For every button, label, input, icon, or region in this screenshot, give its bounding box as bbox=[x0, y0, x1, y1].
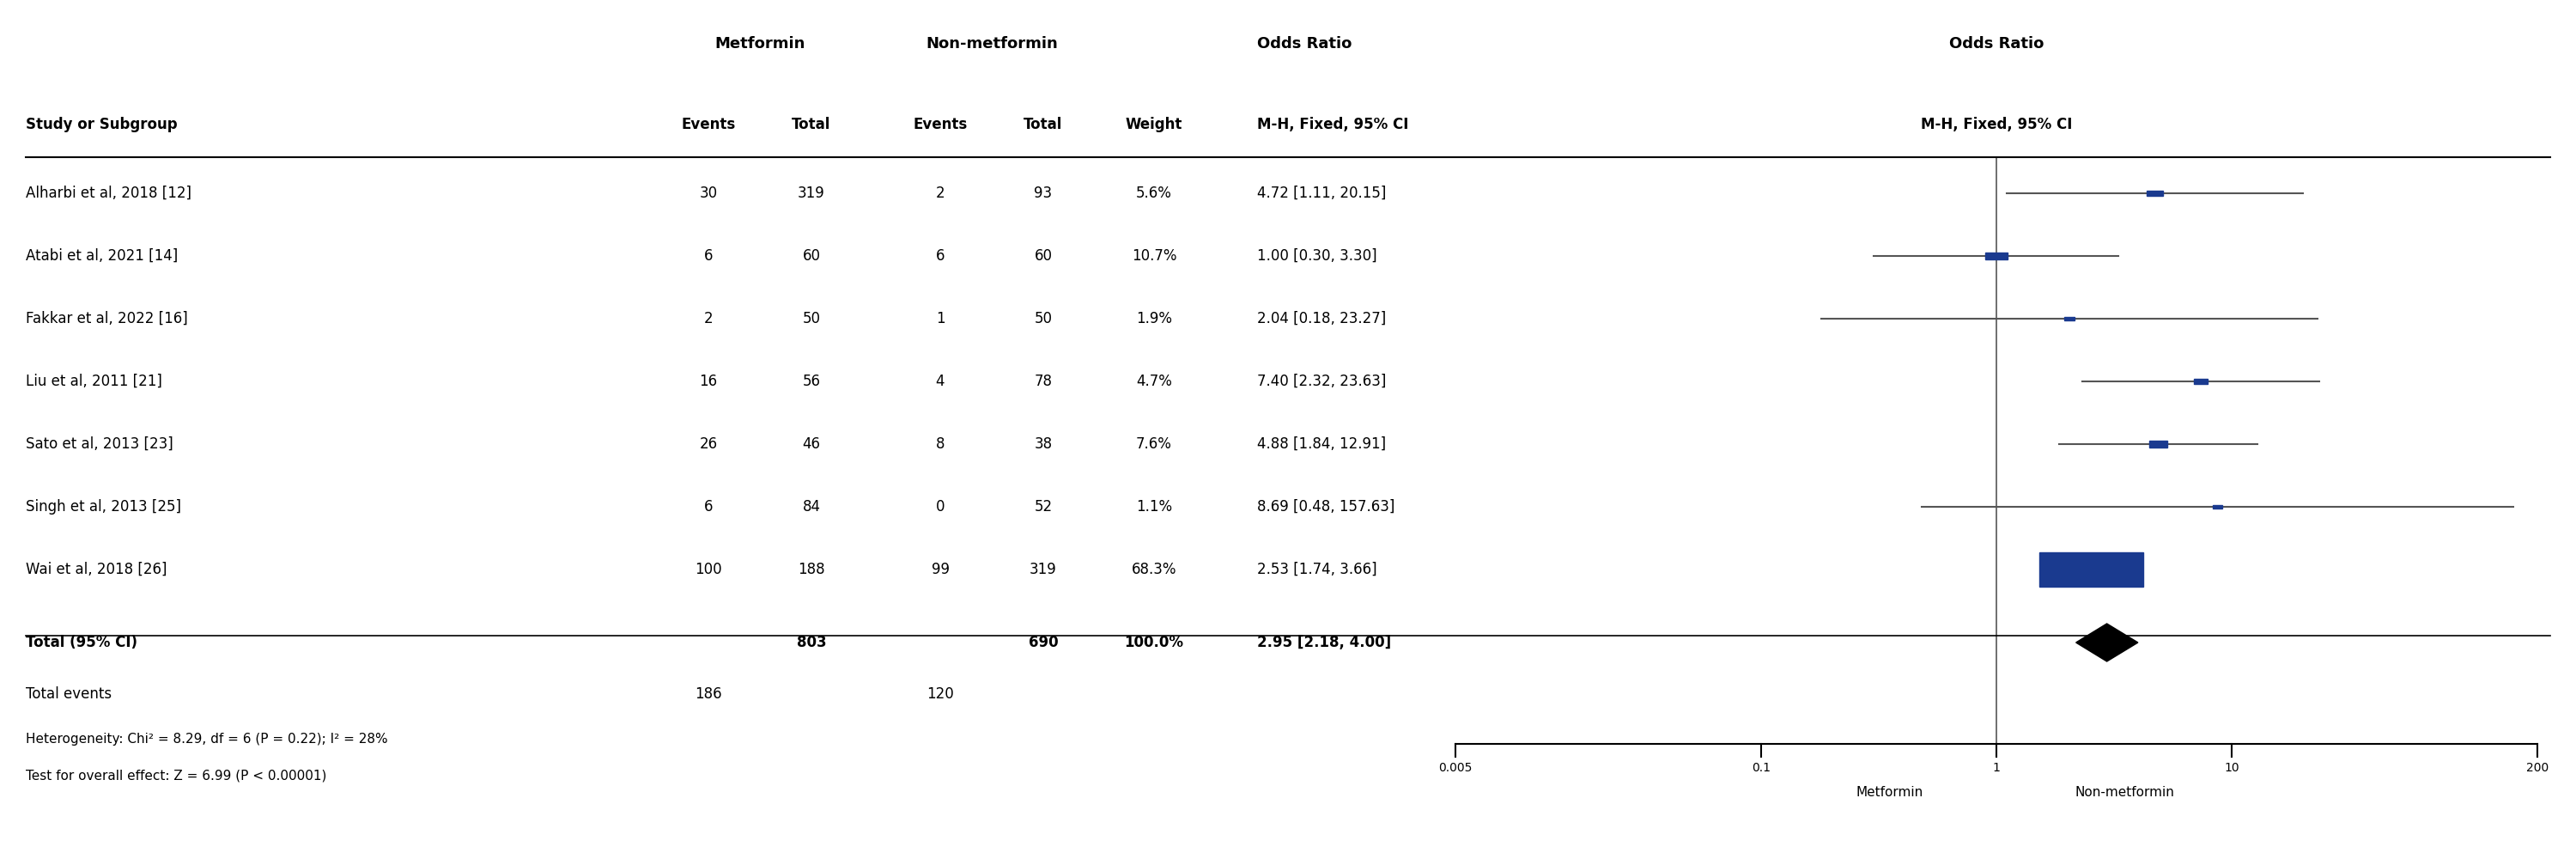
Text: Alharbi et al, 2018 [12]: Alharbi et al, 2018 [12] bbox=[26, 186, 191, 201]
Text: Non-metformin: Non-metformin bbox=[925, 36, 1059, 52]
Text: Metformin: Metformin bbox=[714, 36, 806, 52]
Text: Wai et al, 2018 [26]: Wai et al, 2018 [26] bbox=[26, 562, 167, 577]
Text: 60: 60 bbox=[804, 248, 819, 264]
Polygon shape bbox=[2076, 624, 2138, 661]
Text: 690: 690 bbox=[1028, 635, 1059, 650]
Text: 200: 200 bbox=[2527, 762, 2548, 774]
Text: 46: 46 bbox=[804, 436, 819, 452]
Text: 56: 56 bbox=[804, 374, 819, 389]
Text: 1.9%: 1.9% bbox=[1136, 311, 1172, 326]
Text: 4.7%: 4.7% bbox=[1136, 374, 1172, 389]
Text: 120: 120 bbox=[927, 686, 953, 702]
Text: 16: 16 bbox=[698, 374, 719, 389]
Text: 38: 38 bbox=[1033, 436, 1054, 452]
Text: 10: 10 bbox=[2223, 762, 2239, 774]
Text: 50: 50 bbox=[1033, 311, 1051, 326]
Text: 319: 319 bbox=[799, 186, 824, 201]
Text: 7.6%: 7.6% bbox=[1136, 436, 1172, 452]
Text: Heterogeneity: Chi² = 8.29, df = 6 (P = 0.22); I² = 28%: Heterogeneity: Chi² = 8.29, df = 6 (P = … bbox=[26, 733, 389, 746]
Text: 6: 6 bbox=[703, 499, 714, 515]
Text: Non-metformin: Non-metformin bbox=[2074, 786, 2174, 799]
Text: 99: 99 bbox=[933, 562, 948, 577]
Text: 60: 60 bbox=[1033, 248, 1051, 264]
Text: 100.0%: 100.0% bbox=[1123, 635, 1182, 650]
Text: Study or Subgroup: Study or Subgroup bbox=[26, 117, 178, 132]
Text: M-H, Fixed, 95% CI: M-H, Fixed, 95% CI bbox=[1922, 117, 2071, 132]
Text: 8: 8 bbox=[935, 436, 945, 452]
Text: 6: 6 bbox=[935, 248, 945, 264]
Text: 2.95 [2.18, 4.00]: 2.95 [2.18, 4.00] bbox=[1257, 635, 1391, 650]
Text: 10.7%: 10.7% bbox=[1131, 248, 1177, 264]
Text: 1: 1 bbox=[1994, 762, 1999, 774]
Text: 52: 52 bbox=[1033, 499, 1054, 515]
Text: 1.00 [0.30, 3.30]: 1.00 [0.30, 3.30] bbox=[1257, 248, 1378, 264]
Text: 2: 2 bbox=[703, 311, 714, 326]
Text: 4.72 [1.11, 20.15]: 4.72 [1.11, 20.15] bbox=[1257, 186, 1386, 201]
Text: 84: 84 bbox=[804, 499, 819, 515]
Text: 2: 2 bbox=[935, 186, 945, 201]
FancyBboxPatch shape bbox=[2195, 379, 2208, 384]
Text: 1: 1 bbox=[935, 311, 945, 326]
Text: 4.88 [1.84, 12.91]: 4.88 [1.84, 12.91] bbox=[1257, 436, 1386, 452]
Text: 26: 26 bbox=[698, 436, 719, 452]
Text: Total (95% CI): Total (95% CI) bbox=[26, 635, 137, 650]
Text: 319: 319 bbox=[1030, 562, 1056, 577]
Text: 30: 30 bbox=[698, 186, 719, 201]
Text: 0.1: 0.1 bbox=[1752, 762, 1770, 774]
Text: Atabi et al, 2021 [14]: Atabi et al, 2021 [14] bbox=[26, 248, 178, 264]
Text: 2.53 [1.74, 3.66]: 2.53 [1.74, 3.66] bbox=[1257, 562, 1378, 577]
Text: 50: 50 bbox=[804, 311, 819, 326]
Text: Fakkar et al, 2022 [16]: Fakkar et al, 2022 [16] bbox=[26, 311, 188, 326]
FancyBboxPatch shape bbox=[2213, 505, 2223, 509]
Text: Total: Total bbox=[1023, 117, 1064, 132]
Text: Total events: Total events bbox=[26, 686, 111, 702]
Text: Odds Ratio: Odds Ratio bbox=[1950, 36, 2043, 52]
Text: Events: Events bbox=[912, 117, 969, 132]
Text: 1.1%: 1.1% bbox=[1136, 499, 1172, 515]
Text: M-H, Fixed, 95% CI: M-H, Fixed, 95% CI bbox=[1257, 117, 1409, 132]
Text: 78: 78 bbox=[1033, 374, 1051, 389]
Text: 8.69 [0.48, 157.63]: 8.69 [0.48, 157.63] bbox=[1257, 499, 1394, 515]
Text: 7.40 [2.32, 23.63]: 7.40 [2.32, 23.63] bbox=[1257, 374, 1386, 389]
Text: 4: 4 bbox=[935, 374, 945, 389]
Text: 803: 803 bbox=[796, 635, 827, 650]
Text: 93: 93 bbox=[1033, 186, 1054, 201]
FancyBboxPatch shape bbox=[2063, 317, 2074, 320]
Text: Sato et al, 2013 [23]: Sato et al, 2013 [23] bbox=[26, 436, 173, 452]
Text: Singh et al, 2013 [25]: Singh et al, 2013 [25] bbox=[26, 499, 180, 515]
FancyBboxPatch shape bbox=[2040, 552, 2143, 587]
Text: Weight: Weight bbox=[1126, 117, 1182, 132]
Text: Odds Ratio: Odds Ratio bbox=[1257, 36, 1352, 52]
Text: 0: 0 bbox=[935, 499, 945, 515]
Text: Liu et al, 2011 [21]: Liu et al, 2011 [21] bbox=[26, 374, 162, 389]
FancyBboxPatch shape bbox=[2146, 191, 2164, 196]
Text: Metformin: Metformin bbox=[1855, 786, 1922, 799]
Text: 5.6%: 5.6% bbox=[1136, 186, 1172, 201]
Text: 100: 100 bbox=[696, 562, 721, 577]
Text: Events: Events bbox=[680, 117, 737, 132]
Text: 68.3%: 68.3% bbox=[1131, 562, 1177, 577]
Text: 188: 188 bbox=[799, 562, 824, 577]
Text: Total: Total bbox=[791, 117, 832, 132]
Text: 0.005: 0.005 bbox=[1437, 762, 1473, 774]
Text: 186: 186 bbox=[696, 686, 721, 702]
FancyBboxPatch shape bbox=[1986, 253, 2007, 259]
Text: Test for overall effect: Z = 6.99 (P < 0.00001): Test for overall effect: Z = 6.99 (P < 0… bbox=[26, 769, 327, 782]
Text: 2.04 [0.18, 23.27]: 2.04 [0.18, 23.27] bbox=[1257, 311, 1386, 326]
Text: 6: 6 bbox=[703, 248, 714, 264]
FancyBboxPatch shape bbox=[2148, 441, 2166, 448]
